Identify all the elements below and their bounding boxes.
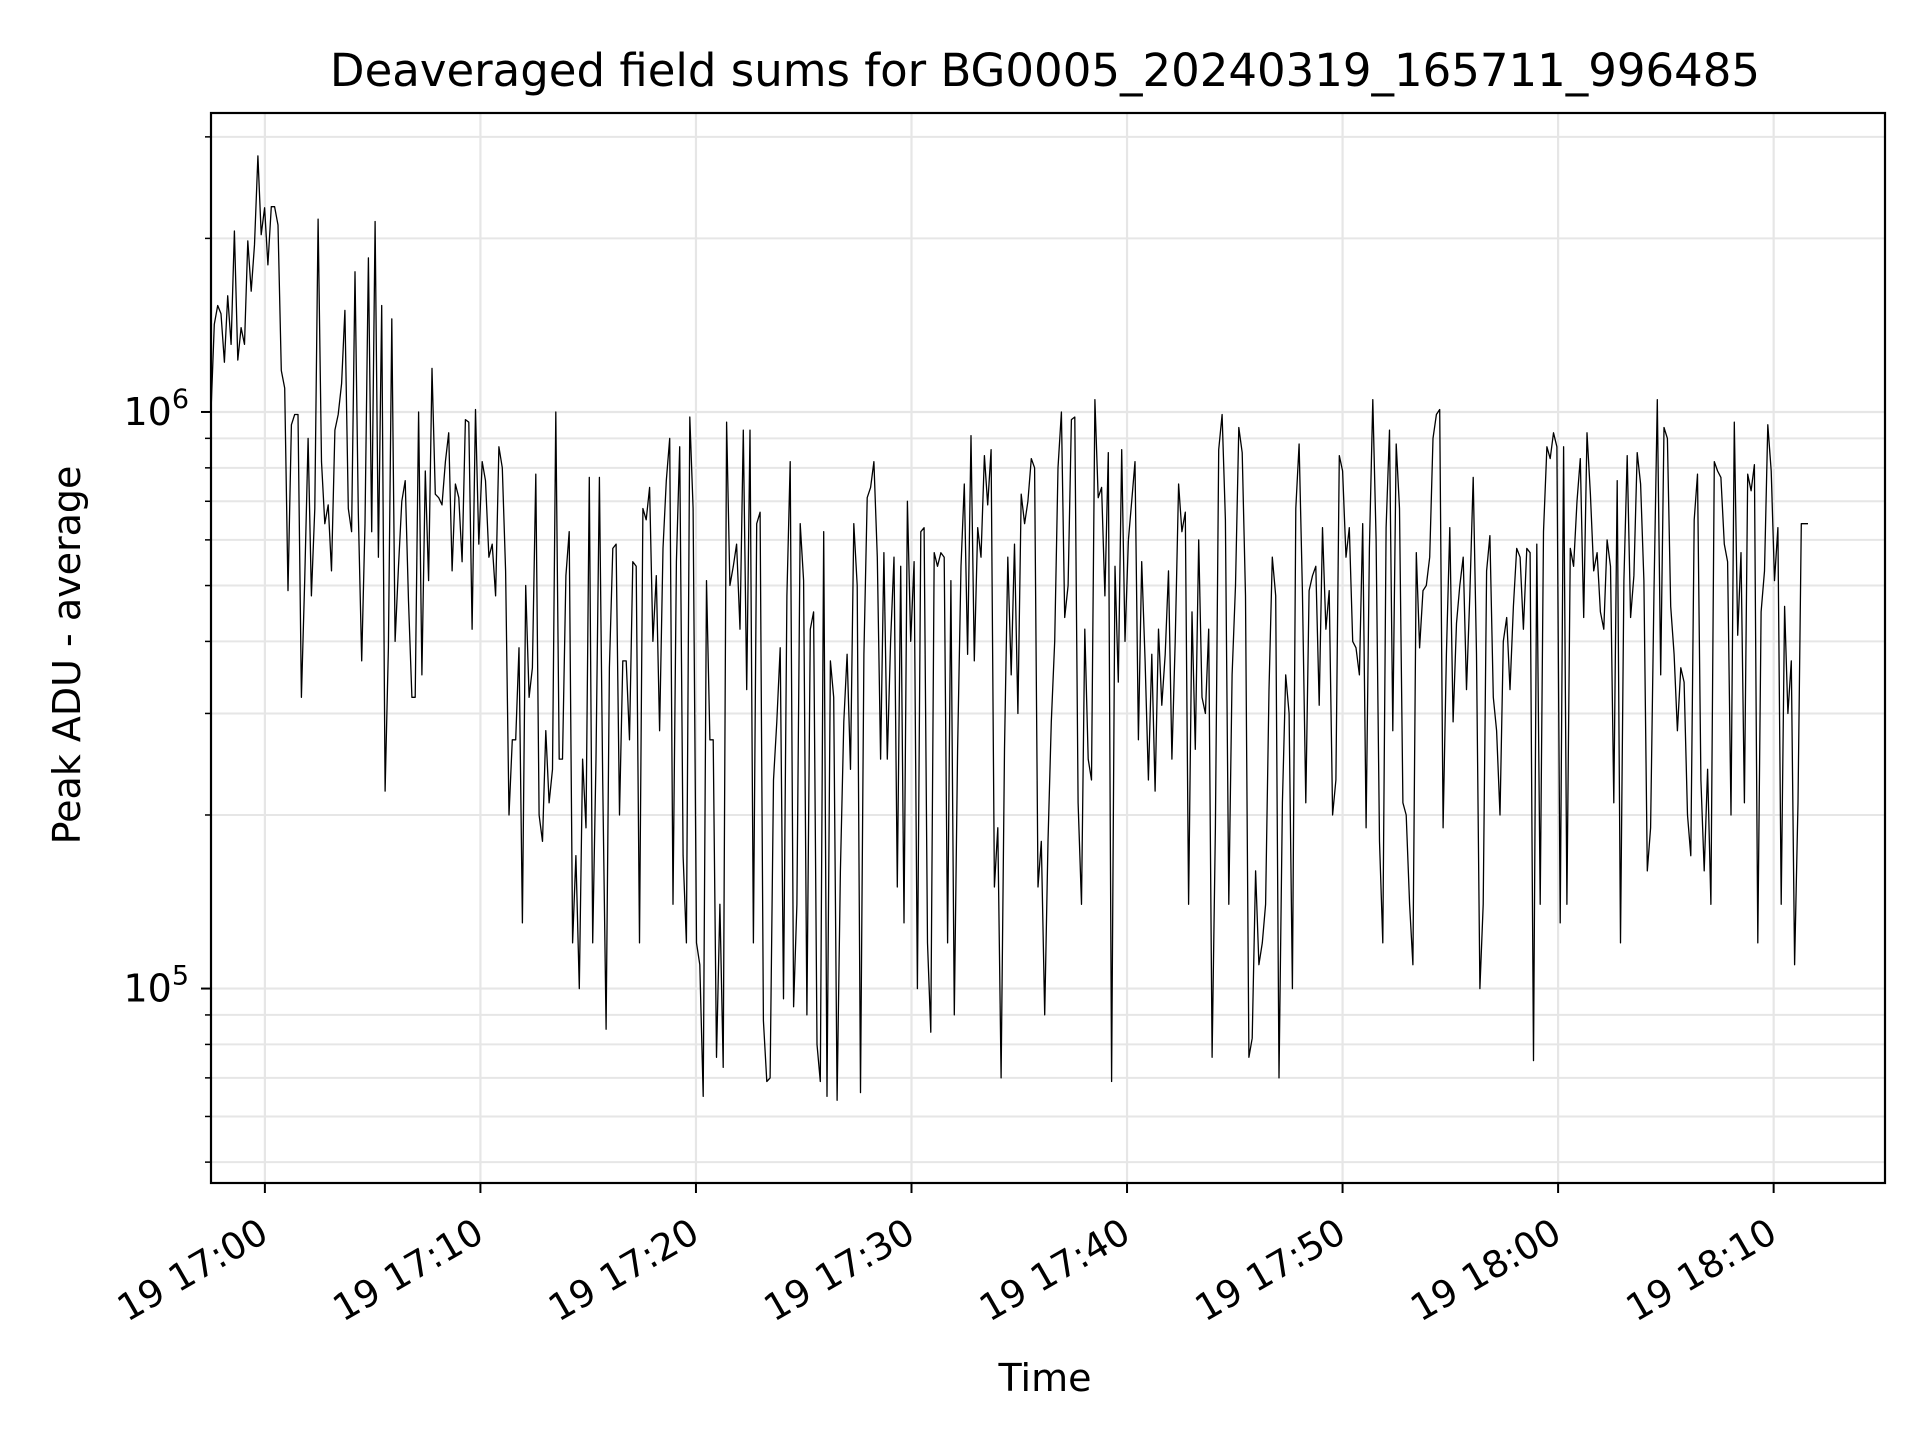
plot-frame — [209, 111, 1887, 1185]
y-axis-label: Peak ADU - average — [45, 466, 89, 845]
x-axis-label: Time — [998, 1356, 1092, 1400]
y-tick-label: 105 — [123, 961, 189, 1011]
grid — [211, 113, 1885, 1183]
series-line-0 — [210, 155, 1808, 1101]
y-axis: 105 106 — [123, 136, 211, 1163]
y-tick-label: 106 — [123, 384, 189, 434]
chart-title: Deaveraged field sums for BG0005_2024031… — [330, 44, 1760, 97]
plot-area — [210, 155, 1808, 1101]
